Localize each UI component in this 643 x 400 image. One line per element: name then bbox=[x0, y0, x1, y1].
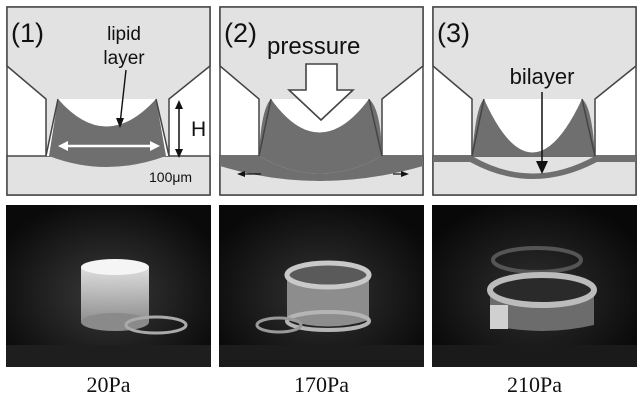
scale-label: 100μm bbox=[149, 169, 192, 185]
panel-number: (1) bbox=[11, 18, 44, 48]
microscopy-photo-1 bbox=[6, 205, 211, 367]
lipid-label-line2: layer bbox=[103, 48, 145, 69]
pressure-label-2: 170Pa bbox=[294, 372, 349, 397]
panel-number: (2) bbox=[224, 18, 257, 48]
microscopy-photo-3 bbox=[432, 205, 637, 367]
pressure-label-3: 210Pa bbox=[507, 372, 562, 397]
microscopy-photo-2 bbox=[219, 205, 424, 367]
pressure-label-1: 20Pa bbox=[86, 372, 131, 397]
lipid-label-line1: lipid bbox=[107, 24, 141, 45]
diagram-panel-3: (3) bilayer bbox=[432, 6, 637, 196]
diagram-panel-2: (2) pressure bbox=[219, 6, 424, 196]
bilayer-label: bilayer bbox=[510, 64, 575, 89]
lipid-pointer-arrow bbox=[119, 69, 127, 125]
pressure-arrow bbox=[286, 63, 356, 122]
pressure-label: pressure bbox=[267, 33, 360, 60]
height-label: H bbox=[191, 118, 206, 141]
panel-number: (3) bbox=[437, 18, 470, 48]
diagram-panel-1: (1) lipid layer H 100μm bbox=[6, 6, 211, 196]
